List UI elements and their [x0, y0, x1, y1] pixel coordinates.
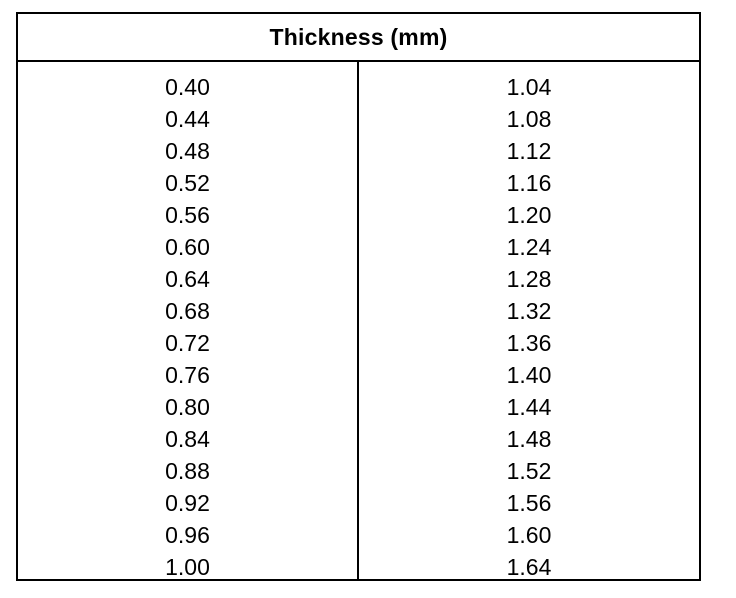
table-cell: 1.04 [506, 74, 552, 100]
table-cell: 0.92 [165, 490, 210, 516]
table-body: 0.40 0.44 0.48 0.52 0.56 0.60 0.64 0.68 … [18, 62, 699, 580]
table-cell: 1.52 [506, 458, 552, 484]
table-cell: 1.12 [506, 138, 552, 164]
table-cell: 0.44 [165, 106, 210, 132]
table-cell: 0.96 [165, 522, 210, 548]
table-cell: 0.52 [165, 170, 210, 196]
table-cell: 1.44 [506, 394, 552, 420]
table-cell: 1.00 [165, 554, 210, 580]
table-cell: 0.88 [165, 458, 210, 484]
table-cell: 1.60 [506, 522, 552, 548]
table-cell: 0.56 [165, 202, 210, 228]
table-cell: 0.72 [165, 330, 210, 356]
table-cell: 0.76 [165, 362, 210, 388]
table-cell: 0.80 [165, 394, 210, 420]
table-cell: 1.08 [506, 106, 552, 132]
table-cell: 0.48 [165, 138, 210, 164]
thickness-table: Thickness (mm) 0.40 0.44 0.48 0.52 0.56 … [16, 12, 701, 581]
table-cell: 1.20 [506, 202, 552, 228]
table-header: Thickness (mm) [18, 14, 699, 62]
left-column: 0.40 0.44 0.48 0.52 0.56 0.60 0.64 0.68 … [18, 62, 359, 580]
table-cell: 0.60 [165, 234, 210, 260]
table-cell: 1.32 [506, 298, 552, 324]
table-cell: 1.40 [506, 362, 552, 388]
table-cell: 1.28 [506, 266, 552, 292]
table-cell: 1.64 [506, 554, 552, 580]
table-cell: 1.16 [506, 170, 552, 196]
table-cell: 0.84 [165, 426, 210, 452]
table-cell: 0.68 [165, 298, 210, 324]
table-cell: 1.48 [506, 426, 552, 452]
right-column: 1.04 1.08 1.12 1.16 1.20 1.24 1.28 1.32 … [359, 62, 699, 580]
table-cell: 1.36 [506, 330, 552, 356]
table-cell: 1.24 [506, 234, 552, 260]
table-cell: 0.64 [165, 266, 210, 292]
table-cell: 1.56 [506, 490, 552, 516]
table-cell: 0.40 [165, 74, 210, 100]
